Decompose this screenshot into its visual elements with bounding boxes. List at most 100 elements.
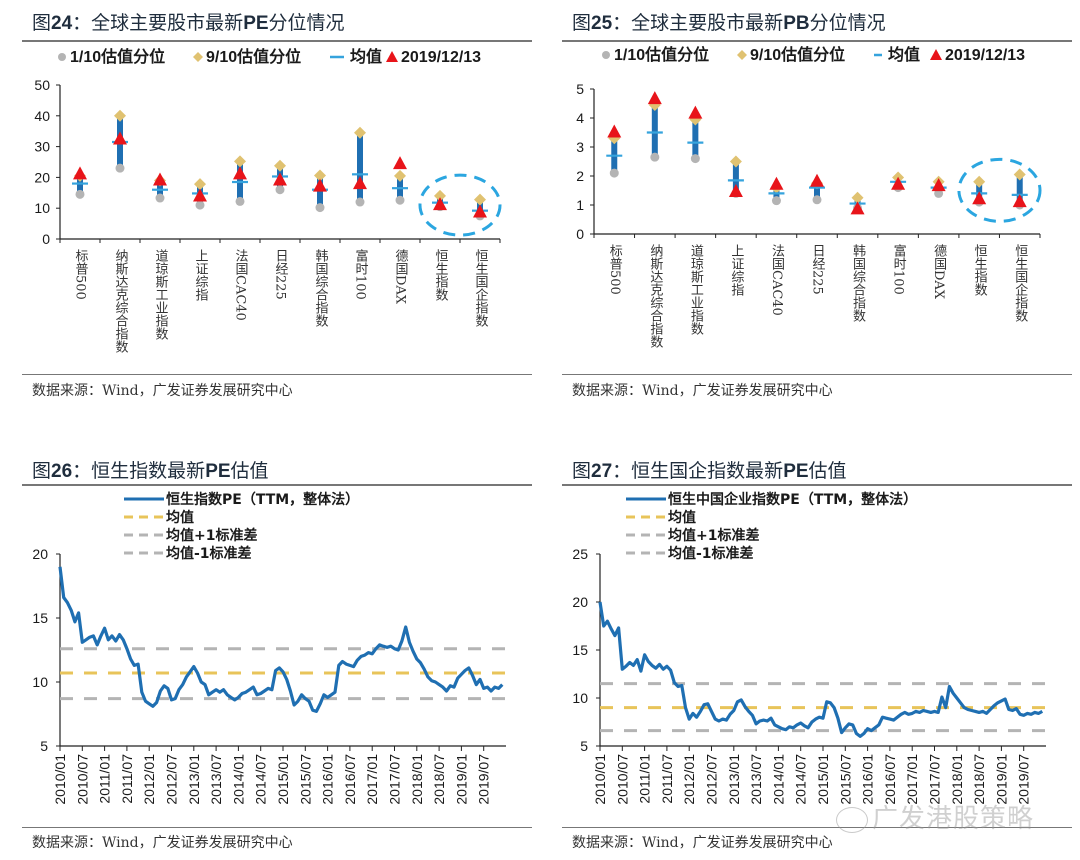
y-tick-label: 40	[34, 108, 50, 124]
x-category-label: 上证综指	[193, 249, 209, 301]
x-tick-label: 2011/07	[659, 754, 675, 804]
point-low	[812, 195, 822, 205]
chart-fig25: 1/10估值分位 9/10估值分位 均值 2019/12/13 0 1 2 3 4 5 标普500 纳…	[576, 45, 1042, 348]
category-group	[192, 178, 208, 210]
x-category-label: 恒生国企指数	[1012, 244, 1028, 322]
category-group	[152, 172, 168, 203]
x-tick-label: 2013/07	[748, 754, 764, 805]
point-low	[650, 152, 660, 162]
title-number: 26	[51, 461, 73, 482]
point-low	[771, 196, 781, 206]
legend-marker-latest	[930, 49, 942, 60]
point-high	[274, 159, 286, 172]
legend-marker-high	[737, 50, 747, 60]
title-separator: ：	[72, 12, 92, 34]
title-number: 24	[51, 13, 73, 34]
x-tick-label: 2011/01	[97, 754, 113, 804]
point-high	[1013, 168, 1026, 181]
x-tick-label: 2018/01	[409, 754, 425, 805]
point-latest	[607, 124, 622, 138]
point-high	[729, 155, 742, 168]
x-tick-label: 2019/07	[1016, 754, 1032, 805]
point-latest	[313, 178, 327, 192]
point-low	[395, 195, 405, 205]
point-low	[355, 197, 365, 207]
y-tick-label: 30	[34, 139, 50, 155]
chart-title: 图26：恒生指数最新PE估值	[32, 456, 269, 483]
point-latest	[353, 176, 367, 190]
point-low	[275, 185, 285, 195]
legend-label: 均值+1标准差	[668, 527, 759, 544]
title-separator: ：	[612, 12, 632, 34]
point-latest	[728, 183, 743, 197]
title-separator: ：	[612, 460, 632, 482]
title-number: 27	[591, 461, 613, 482]
watermark: 广发港股策略	[836, 798, 1034, 835]
point-latest	[433, 197, 447, 211]
x-tick-label: 2015/07	[297, 754, 313, 805]
highlight-ellipse	[418, 173, 502, 237]
y-tick-label: 20	[572, 594, 588, 610]
category-group	[971, 175, 988, 207]
category-group	[392, 156, 408, 205]
y-tick-label: 0	[42, 231, 50, 247]
title-text-tail: 分位情况	[268, 12, 345, 34]
legend-marker-low	[602, 51, 610, 59]
x-tick-label: 2016/01	[320, 754, 336, 805]
y-tick-label: 5	[580, 738, 588, 754]
legend-label: 均值	[166, 509, 194, 526]
title-metric: PE	[783, 461, 809, 482]
watermark-text: 广发港股策略	[872, 804, 1035, 834]
category-group	[930, 175, 947, 198]
x-tick-label: 2017/07	[387, 754, 403, 805]
source-rule	[22, 374, 532, 375]
x-tick-label: 2012/07	[704, 754, 720, 805]
point-latest	[273, 172, 287, 186]
source-note: 数据来源：Wind，广发证券发展研究中心	[572, 835, 833, 851]
source-note: 数据来源：Wind，广发证券发展研究中心	[572, 383, 833, 399]
point-high	[394, 169, 406, 182]
point-high	[474, 193, 486, 206]
source-note: 数据来源：Wind，广发证券发展研究中心	[32, 383, 293, 399]
panel-fig25: 图25：全球主要股市最新PB分位情况 1/10估值分位 9/10估值分位 均值 201…	[540, 0, 1080, 430]
point-high	[194, 178, 206, 191]
point-low	[75, 189, 85, 199]
point-latest	[233, 166, 247, 180]
x-tick-label: 2011/01	[637, 754, 653, 804]
title-text-tail: 估值	[808, 460, 847, 482]
x-tick-label: 2014/01	[230, 754, 246, 805]
point-low	[609, 168, 619, 178]
y-tick-label: 15	[572, 642, 588, 658]
legend-label: 均值	[350, 47, 382, 66]
source-rule	[22, 827, 532, 828]
chart-title: 图25：全球主要股市最新PB分位情况	[572, 8, 886, 35]
category-group	[809, 173, 825, 205]
category-group	[890, 171, 907, 193]
x-tick-label: 2010/07	[614, 754, 630, 805]
category-group	[472, 193, 488, 221]
y-tick-label: 20	[32, 546, 48, 562]
point-high	[234, 155, 246, 168]
x-category-label: 道琼斯工业指数	[153, 249, 169, 340]
y-tick-label: 10	[34, 200, 50, 216]
legend-marker-low	[58, 53, 66, 61]
point-high	[114, 109, 126, 122]
point-low	[315, 203, 325, 213]
x-category-label: 富时100	[891, 243, 906, 294]
x-category-label: 标普500	[607, 244, 623, 295]
x-tick-label: 2011/07	[119, 754, 135, 804]
y-tick-label: 5	[576, 81, 584, 97]
legend-label: 均值-1标准差	[668, 545, 754, 562]
point-latest	[891, 176, 906, 190]
category-group	[768, 176, 785, 206]
category-group	[687, 105, 704, 164]
x-category-label: 日经225	[273, 249, 289, 300]
title-text-tail: 分位情况	[809, 12, 886, 34]
point-latest	[1012, 194, 1027, 208]
title-rule	[562, 40, 1072, 42]
legend-label: 恒生指数PE（TTM，整体法）	[166, 491, 359, 508]
legend-label: 恒生中国企业指数PE（TTM，整体法）	[668, 491, 917, 508]
